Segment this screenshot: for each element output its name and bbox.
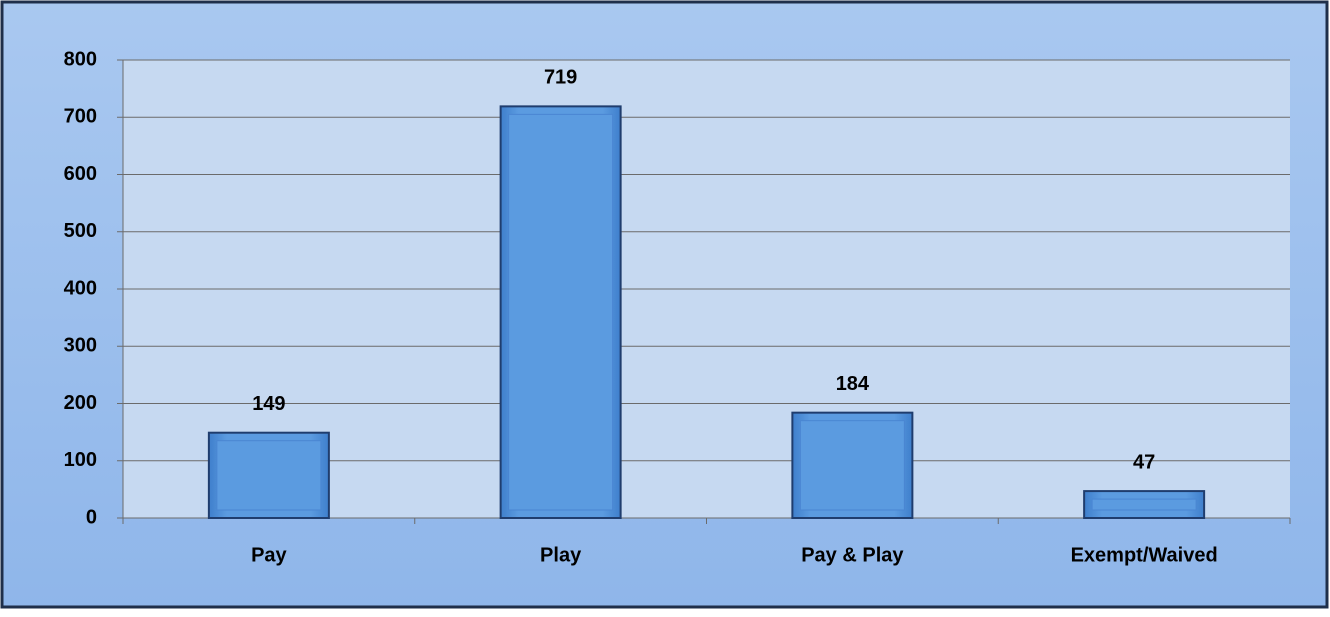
- y-tick-label: 200: [64, 392, 97, 414]
- x-tick-label: Pay: [251, 544, 287, 566]
- x-tick-label: Pay & Play: [801, 544, 904, 566]
- data-label: 47: [1133, 451, 1155, 473]
- x-tick-label: Exempt/Waived: [1071, 544, 1218, 566]
- bar-bevel: [799, 420, 905, 511]
- data-label: 149: [252, 393, 285, 415]
- bar-bevel: [508, 113, 614, 511]
- bar-bevel: [216, 440, 322, 511]
- y-tick-label: 600: [64, 163, 97, 185]
- y-tick-label: 700: [64, 106, 97, 128]
- data-label: 184: [836, 373, 870, 395]
- bar-bevel: [1091, 498, 1197, 511]
- y-tick-label: 300: [64, 335, 97, 357]
- y-tick-label: 0: [86, 506, 97, 528]
- y-tick-label: 100: [64, 449, 97, 471]
- x-tick-label: Play: [540, 544, 582, 566]
- y-tick-label: 400: [64, 277, 97, 299]
- y-tick-label: 800: [64, 48, 97, 70]
- data-label: 719: [544, 67, 577, 89]
- y-tick-label: 500: [64, 220, 97, 242]
